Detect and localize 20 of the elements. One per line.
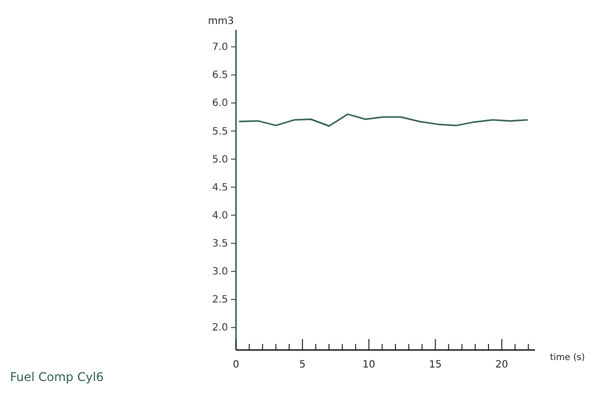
y-tick-label: 3.5 [212, 238, 228, 250]
text: Fuel Comp Cyl6 [10, 370, 104, 384]
y-tick-label: 3.0 [212, 266, 228, 278]
x-tick-label: 20 [495, 360, 508, 370]
y-tick-label: 4.5 [212, 182, 228, 194]
y-tick-label: 2.0 [212, 322, 228, 334]
y-tick-label: 5.0 [212, 154, 228, 166]
x-axis-title: time (s) [550, 353, 585, 363]
x-tick-label: 15 [428, 360, 442, 370]
x-tick-label: 5 [299, 360, 306, 370]
y-tick-label: 6.5 [212, 70, 228, 82]
y-tick-label: 5.5 [212, 126, 228, 138]
line-series [238, 113, 528, 127]
y-axis-title: mm3 [208, 16, 234, 27]
x-tick-label: 0 [232, 360, 240, 370]
x-tick-label: 10 [362, 360, 376, 370]
y-tick-label: 7.0 [212, 42, 228, 54]
y-tick-label: 4.0 [212, 210, 228, 222]
y-tick-label: 2.5 [212, 294, 228, 306]
y-tick-label: 6.0 [212, 98, 228, 110]
